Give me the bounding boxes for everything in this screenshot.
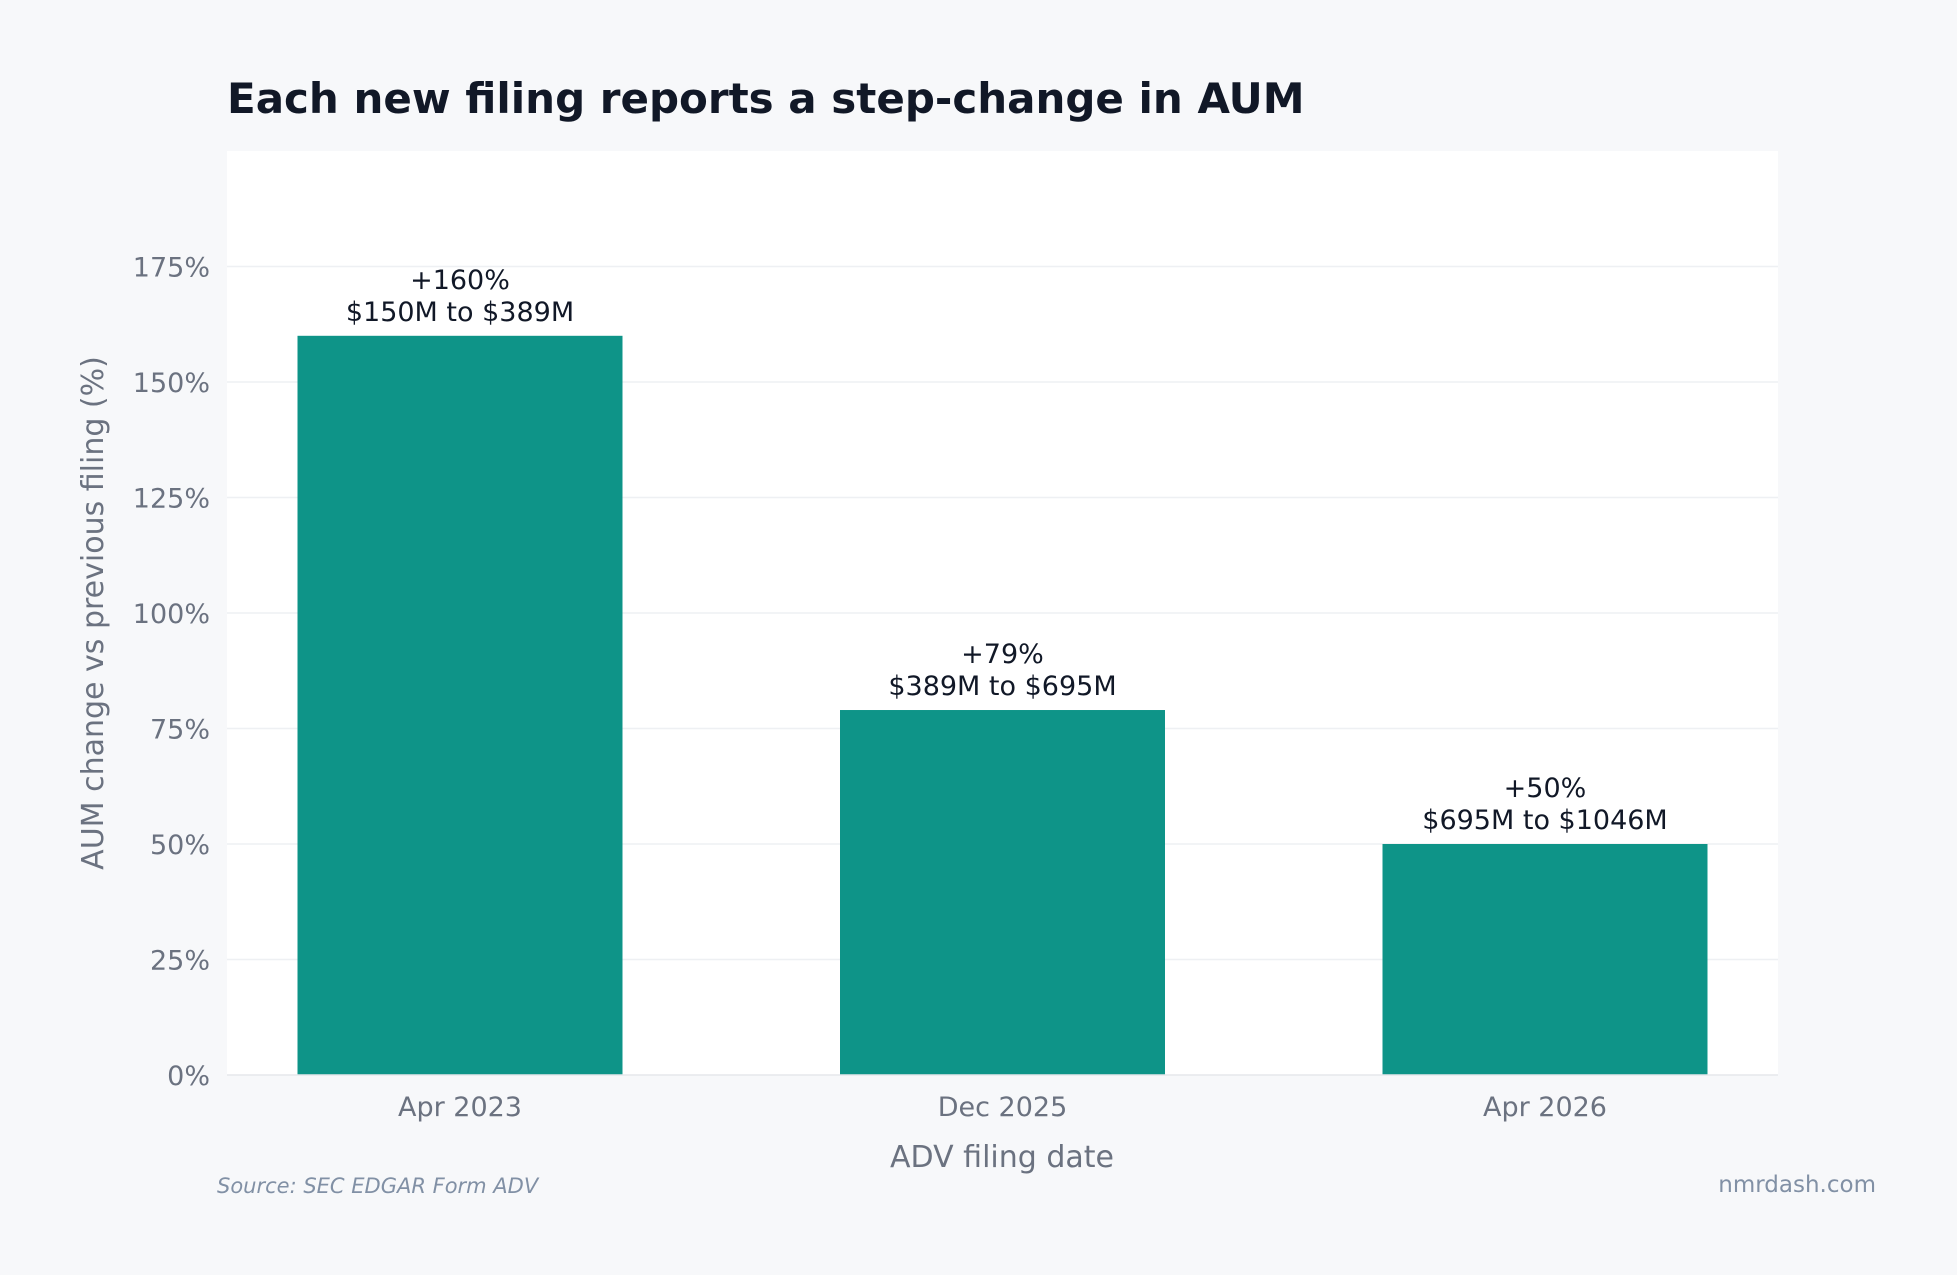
data-label-range: $150M to $389M — [346, 297, 574, 328]
data-label-change: +160% — [410, 265, 510, 296]
data-label-change: +79% — [961, 639, 1044, 670]
data-labels: +160%$150M to $389M +79%$389M to $695M +50… — [346, 265, 1668, 836]
bars — [297, 335, 1708, 1075]
y-tick-label: 25% — [150, 946, 210, 977]
y-tick-labels: 0% 25% 50% 75% 100% 125% 150% 175% — [133, 253, 210, 1093]
y-axis-label: AUM change vs previous filing (%) — [76, 356, 111, 870]
data-label-range: $389M to $695M — [888, 671, 1116, 702]
y-tick-label: 175% — [133, 253, 210, 284]
y-tick-label: 150% — [133, 368, 210, 399]
brand-watermark: nmrdash.com — [1718, 1172, 1876, 1198]
y-tick-label: 50% — [150, 830, 210, 861]
x-axis-label: ADV filing date — [890, 1140, 1114, 1175]
y-tick-label: 75% — [150, 715, 210, 746]
x-tick-label: Apr 2023 — [398, 1092, 522, 1123]
x-tick-labels: Apr 2023 Dec 2025 Apr 2026 — [398, 1092, 1607, 1123]
y-tick-label: 0% — [167, 1061, 210, 1092]
x-tick-label: Dec 2025 — [938, 1092, 1068, 1123]
x-tick-label: Apr 2026 — [1483, 1092, 1607, 1123]
data-label-range: $695M to $1046M — [1422, 805, 1667, 836]
chart-title: Each new filing reports a step-change in… — [227, 74, 1305, 123]
y-tick-label: 125% — [133, 484, 210, 515]
data-label-change: +50% — [1504, 773, 1587, 804]
bar — [840, 710, 1165, 1075]
bar — [1382, 844, 1708, 1075]
y-tick-label: 100% — [133, 599, 210, 630]
bar — [297, 335, 623, 1075]
source-note: Source: SEC EDGAR Form ADV — [217, 1174, 540, 1198]
